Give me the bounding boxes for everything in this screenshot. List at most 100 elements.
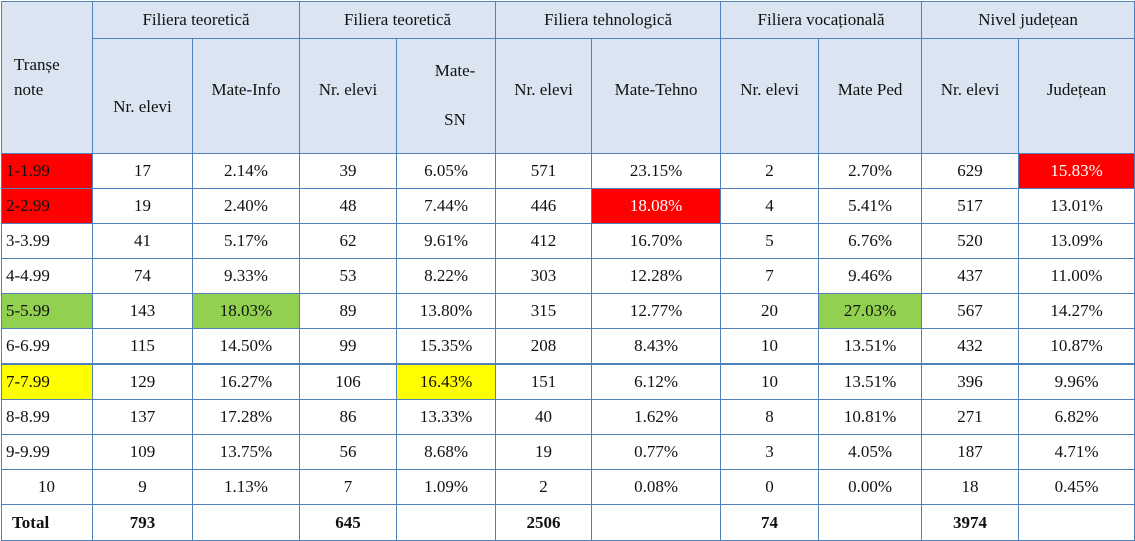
row-label: 1-1.99 [1, 153, 93, 189]
table-cell: 106 [299, 363, 398, 400]
table-cell: 23.15% [591, 153, 722, 189]
row-label: 2-2.99 [1, 188, 93, 224]
table-row: 10 9 1.13% 7 1.09% 2 0.08% 0 0.00% 18 0.… [1, 469, 1135, 505]
table-cell: 303 [495, 258, 593, 294]
table-row: 5-5.99 143 18.03% 89 13.80% 315 12.77% 2… [1, 293, 1135, 329]
table-cell: 13.51% [818, 363, 923, 400]
table-cell: 9.33% [191, 258, 301, 294]
table-row: 8-8.99 137 17.28% 86 13.33% 40 1.62% 8 1… [1, 399, 1135, 435]
table-cell: 8.43% [591, 328, 722, 365]
row-label: 3-3.99 [1, 223, 93, 259]
total-cell [591, 504, 722, 541]
table-cell: 143 [92, 293, 193, 329]
table-cell: 7 [299, 469, 398, 505]
table-cell: 11.00% [1018, 258, 1135, 294]
table-cell: 2 [495, 469, 593, 505]
table-cell: 109 [92, 434, 193, 470]
total-cell [818, 504, 923, 541]
total-cell: 645 [299, 504, 398, 541]
table-cell-highlight: 27.03% [818, 293, 923, 329]
table-cell: 86 [299, 399, 398, 435]
subheader-nr-elevi-3: Nr. elevi [495, 38, 593, 154]
table-cell: 53 [299, 258, 398, 294]
table-cell: 0.08% [591, 469, 722, 505]
table-cell: 6.76% [818, 223, 923, 259]
table-cell: 99 [299, 328, 398, 365]
subheader-mate-info: Mate-Info [191, 38, 301, 154]
row-label: 7-7.99 [1, 363, 93, 400]
table-cell: 0.77% [591, 434, 722, 470]
subheader-mate-tehno: Mate-Tehno [591, 38, 722, 154]
total-cell: 3974 [921, 504, 1020, 541]
table-cell: 16.27% [191, 363, 301, 400]
table-cell: 2.70% [818, 153, 923, 189]
table-cell: 18 [921, 469, 1020, 505]
table-cell-highlight: 18.08% [591, 188, 722, 224]
table-cell: 0.00% [818, 469, 923, 505]
table-cell-highlight: 18.03% [191, 293, 301, 329]
subheader-nr-elevi-1: Nr. elevi [92, 38, 193, 154]
table-row: 9-9.99 109 13.75% 56 8.68% 19 0.77% 3 4.… [1, 434, 1135, 470]
subheader-nr-elevi-5: Nr. elevi [921, 38, 1020, 154]
row-header-transe-note: Tranșe note [1, 1, 93, 154]
row-label: 10 [1, 469, 93, 505]
table-cell: 9.61% [396, 223, 497, 259]
table-cell: 0 [720, 469, 820, 505]
table-cell: 48 [299, 188, 398, 224]
table-cell: 6.82% [1018, 399, 1135, 435]
total-cell [396, 504, 497, 541]
table-cell: 2.40% [191, 188, 301, 224]
table-cell: 7.44% [396, 188, 497, 224]
table-cell: 8.22% [396, 258, 497, 294]
table-cell: 19 [92, 188, 193, 224]
table-cell: 115 [92, 328, 193, 365]
table-cell: 4.71% [1018, 434, 1135, 470]
table-cell: 40 [495, 399, 593, 435]
table-cell: 9.96% [1018, 363, 1135, 400]
table-cell: 9 [92, 469, 193, 505]
subheader-judetean: Județean [1018, 38, 1135, 154]
total-cell: 793 [92, 504, 193, 541]
table-cell: 3 [720, 434, 820, 470]
table-cell: 208 [495, 328, 593, 365]
table-cell: 432 [921, 328, 1020, 365]
table-cell: 17.28% [191, 399, 301, 435]
table-cell: 5.17% [191, 223, 301, 259]
table-cell: 8 [720, 399, 820, 435]
table-cell: 13.75% [191, 434, 301, 470]
group-header-tehnologica: Filiera tehnologică [495, 1, 722, 39]
table-cell: 315 [495, 293, 593, 329]
group-header-vocationala: Filiera vocațională [720, 1, 923, 39]
table-cell: 137 [92, 399, 193, 435]
total-cell [1018, 504, 1135, 541]
table-cell: 4 [720, 188, 820, 224]
table-row: 4-4.99 74 9.33% 53 8.22% 303 12.28% 7 9.… [1, 258, 1135, 294]
table-cell: 446 [495, 188, 593, 224]
table-cell: 9.46% [818, 258, 923, 294]
table-cell: 5 [720, 223, 820, 259]
table-cell: 187 [921, 434, 1020, 470]
table-cell: 2.14% [191, 153, 301, 189]
group-header-teoretica-2: Filiera teoretică [299, 1, 497, 39]
row-label: 4-4.99 [1, 258, 93, 294]
table-cell: 629 [921, 153, 1020, 189]
total-cell [191, 504, 301, 541]
table-cell: 129 [92, 363, 193, 400]
table-cell: 10 [720, 363, 820, 400]
row-label: 9-9.99 [1, 434, 93, 470]
total-cell: 74 [720, 504, 820, 541]
total-row: Total 793 645 2506 74 3974 [1, 504, 1135, 541]
table-cell: 437 [921, 258, 1020, 294]
table-cell: 39 [299, 153, 398, 189]
subheader-nr-elevi-2: Nr. elevi [299, 38, 398, 154]
table-cell: 13.51% [818, 328, 923, 365]
table-cell: 62 [299, 223, 398, 259]
subheader-mate-ped: Mate Ped [818, 38, 923, 154]
table-cell: 12.77% [591, 293, 722, 329]
table-cell: 13.09% [1018, 223, 1135, 259]
table-cell: 271 [921, 399, 1020, 435]
row-label: 5-5.99 [1, 293, 93, 329]
table-cell: 14.50% [191, 328, 301, 365]
table-cell: 571 [495, 153, 593, 189]
